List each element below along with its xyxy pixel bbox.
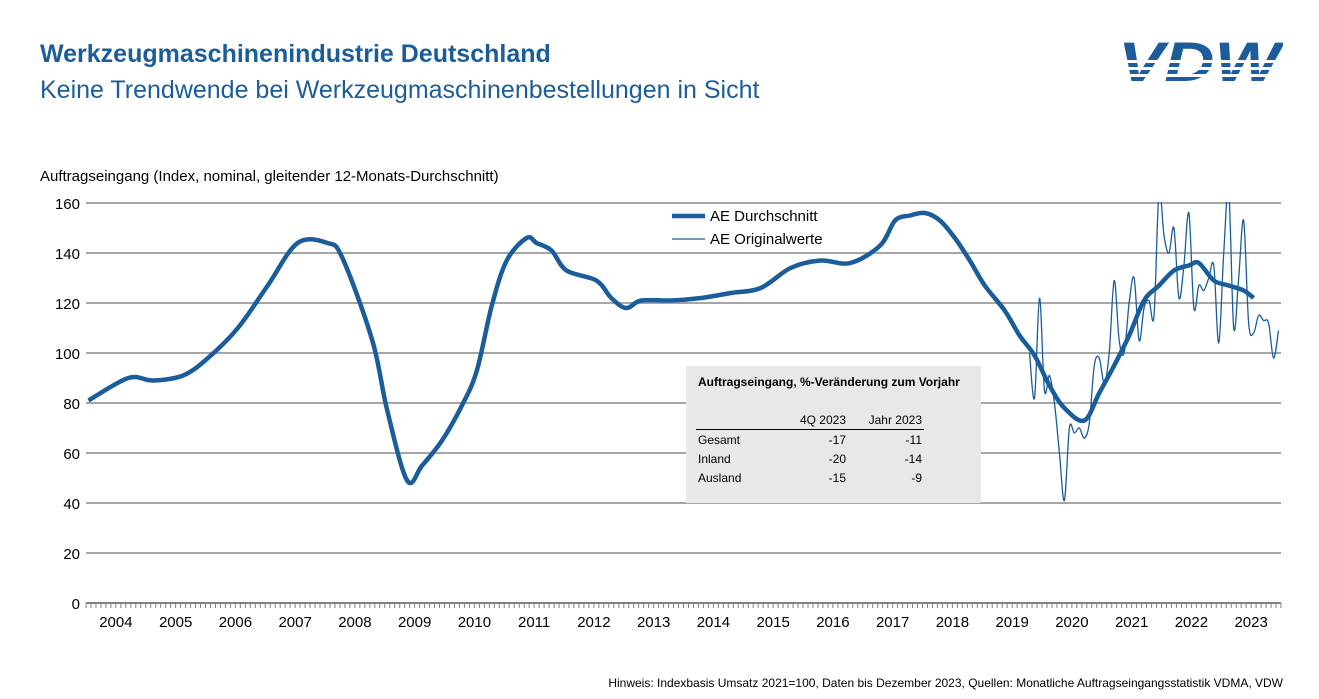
col-header-4q: 4Q 2023: [780, 410, 848, 430]
y-tick-label: 80: [63, 396, 80, 413]
legend-label: AE Durchschnitt: [710, 208, 818, 225]
x-tick-label: 2020: [1055, 614, 1088, 631]
x-tick-label: 2009: [398, 614, 431, 631]
x-tick-label: 2011: [518, 614, 550, 631]
cell-year: -14: [904, 451, 922, 466]
x-tick-label: 2018: [936, 614, 969, 631]
x-tick-label: 2013: [637, 614, 670, 631]
x-tick-label: 2012: [577, 614, 610, 631]
table-row: Gesamt -17 -11: [696, 430, 924, 450]
col-header-label: [696, 410, 780, 430]
change-table-title: Auftragseingang, %-Veränderung zum Vorja…: [698, 375, 960, 389]
series-ae-originalwerte: [1028, 202, 1280, 502]
y-tick-label: 100: [55, 346, 80, 363]
change-table-box: Auftragseingang, %-Veränderung zum Vorja…: [686, 366, 981, 503]
x-tick-label: 2005: [159, 614, 192, 631]
x-tick-label: 2022: [1175, 614, 1208, 631]
y-tick-label: 40: [63, 496, 80, 513]
change-table: 4Q 2023 Jahr 2023 Gesamt -17 -11 Inland …: [696, 410, 924, 487]
row-label: Inland: [698, 451, 731, 466]
y-axis-label: Auftragseingang (Index, nominal, gleiten…: [40, 168, 499, 185]
x-tick-label: 2004: [99, 614, 132, 631]
x-tick-label: 2007: [278, 614, 311, 631]
y-tick-label: 140: [55, 246, 80, 263]
cell-4q: -20: [828, 451, 846, 466]
cell-year: -11: [905, 432, 922, 447]
x-tick-label: 2023: [1234, 614, 1267, 631]
footnote: Hinweis: Indexbasis Umsatz 2021=100, Dat…: [608, 676, 1283, 690]
x-tick-label: 2014: [697, 614, 730, 631]
vdw-logo: VDW: [1118, 38, 1283, 83]
col-header-year: Jahr 2023: [848, 410, 924, 430]
x-tick-label: 2006: [219, 614, 252, 631]
x-tick-label: 2017: [876, 614, 909, 631]
x-tick-label: 2019: [995, 614, 1028, 631]
y-tick-label: 60: [63, 446, 80, 463]
cell-year: -9: [911, 470, 922, 485]
series-ae-durchschnitt: [87, 210, 1256, 486]
y-tick-label: 20: [63, 546, 80, 563]
row-label: Gesamt: [698, 432, 741, 447]
page-title: Werkzeugmaschinenindustrie Deutschland: [40, 40, 551, 68]
x-tick-label: 2015: [756, 614, 789, 631]
y-tick-label: 160: [55, 196, 80, 213]
x-tick-label: 2016: [816, 614, 849, 631]
x-tick-label: 2010: [458, 614, 491, 631]
row-label: Ausland: [698, 470, 742, 485]
cell-4q: -15: [828, 470, 846, 485]
table-row: Inland -20 -14: [696, 449, 924, 468]
page-subtitle: Keine Trendwende bei Werkzeugmaschinenbe…: [40, 76, 760, 104]
table-row: Ausland -15 -9: [696, 468, 924, 487]
x-tick-label: 2008: [338, 614, 371, 631]
cell-4q: -17: [828, 432, 846, 447]
y-tick-label: 0: [72, 596, 80, 613]
legend-label: AE Originalwerte: [710, 231, 823, 248]
x-tick-label: 2021: [1115, 614, 1148, 631]
y-tick-label: 120: [55, 296, 80, 313]
